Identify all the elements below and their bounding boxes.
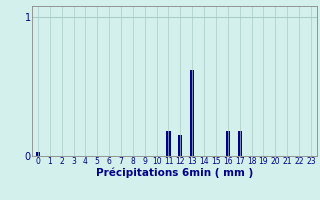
- Bar: [166, 131, 171, 156]
- Bar: [178, 135, 182, 156]
- X-axis label: Précipitations 6min ( mm ): Précipitations 6min ( mm ): [96, 168, 253, 178]
- Bar: [226, 131, 230, 156]
- Bar: [36, 152, 40, 156]
- Bar: [190, 70, 194, 156]
- Bar: [237, 131, 242, 156]
